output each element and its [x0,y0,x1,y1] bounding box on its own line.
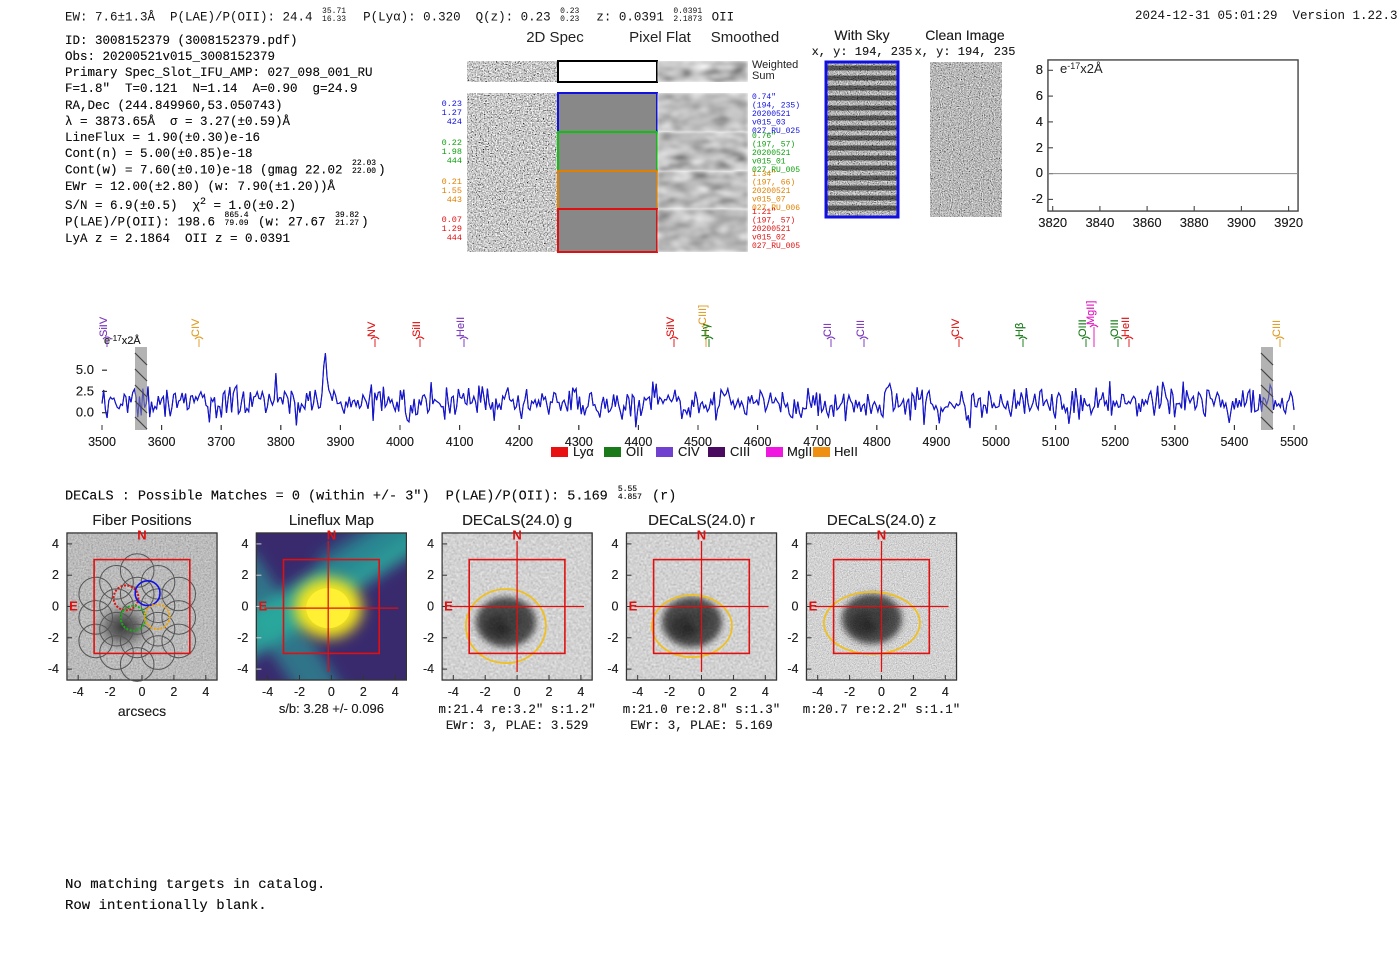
svg-text:-2: -2 [844,685,855,699]
svg-text:-2: -2 [105,685,116,699]
svg-text:-4: -4 [448,685,459,699]
svg-text:EWr: 3, PLAE: 3.529: EWr: 3, PLAE: 3.529 [446,719,589,733]
svg-text:0: 0 [878,685,885,699]
svg-text:m:21.0 re:2.8" s:1.3": m:21.0 re:2.8" s:1.3" [623,703,781,717]
svg-text:N: N [697,527,706,542]
svg-text:m:20.7 re:2.2" s:1.1": m:20.7 re:2.2" s:1.1" [803,703,961,717]
svg-text:4: 4 [612,537,619,551]
svg-text:-2: -2 [423,631,434,645]
svg-text:-4: -4 [607,662,618,676]
svg-text:4: 4 [52,537,59,551]
svg-text:N: N [512,527,521,542]
svg-text:4: 4 [942,685,949,699]
svg-text:0: 0 [427,600,434,614]
svg-text:-2: -2 [664,685,675,699]
svg-text:0: 0 [698,685,705,699]
svg-text:EWr: 3, PLAE: 5.169: EWr: 3, PLAE: 5.169 [630,719,773,733]
svg-text:2: 2 [910,685,917,699]
svg-text:4: 4 [577,685,584,699]
svg-text:-2: -2 [787,631,798,645]
svg-text:-2: -2 [480,685,491,699]
svg-text:2: 2 [52,568,59,582]
svg-text:s/b: 3.28 +/- 0.096: s/b: 3.28 +/- 0.096 [279,701,384,716]
svg-text:0: 0 [792,600,799,614]
svg-text:-4: -4 [262,685,273,699]
svg-text:0: 0 [139,685,146,699]
svg-text:2: 2 [612,568,619,582]
svg-text:2: 2 [427,568,434,582]
svg-text:0: 0 [241,600,248,614]
svg-text:E: E [258,599,267,614]
svg-text:2: 2 [360,685,367,699]
svg-text:2: 2 [241,568,248,582]
svg-text:0: 0 [52,600,59,614]
svg-text:N: N [877,527,886,542]
svg-text:4: 4 [762,685,769,699]
svg-text:-4: -4 [73,685,84,699]
svg-text:-2: -2 [294,685,305,699]
svg-text:0: 0 [612,600,619,614]
svg-text:N: N [327,527,336,542]
svg-text:-4: -4 [423,662,434,676]
svg-text:-4: -4 [787,662,798,676]
svg-text:-2: -2 [607,631,618,645]
svg-text:N: N [137,527,146,542]
svg-text:-4: -4 [632,685,643,699]
svg-text:4: 4 [427,537,434,551]
svg-text:-2: -2 [237,631,248,645]
svg-text:4: 4 [202,685,209,699]
svg-text:arcsecs: arcsecs [118,703,166,719]
svg-text:0: 0 [514,685,521,699]
svg-text:2: 2 [730,685,737,699]
svg-text:-4: -4 [48,662,59,676]
svg-text:4: 4 [392,685,399,699]
svg-text:2: 2 [546,685,553,699]
svg-text:-4: -4 [812,685,823,699]
svg-text:E: E [69,599,78,614]
svg-text:4: 4 [792,537,799,551]
svg-text:m:21.4 re:3.2" s:1.2": m:21.4 re:3.2" s:1.2" [438,703,596,717]
svg-text:0: 0 [328,685,335,699]
svg-text:2: 2 [792,568,799,582]
svg-text:4: 4 [241,537,248,551]
svg-text:2: 2 [170,685,177,699]
svg-text:-4: -4 [237,662,248,676]
svg-text:-2: -2 [48,631,59,645]
